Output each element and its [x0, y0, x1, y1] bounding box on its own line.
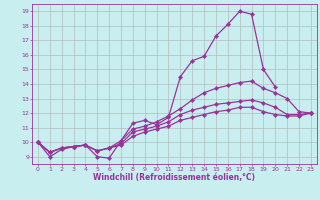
X-axis label: Windchill (Refroidissement éolien,°C): Windchill (Refroidissement éolien,°C) [93, 173, 255, 182]
